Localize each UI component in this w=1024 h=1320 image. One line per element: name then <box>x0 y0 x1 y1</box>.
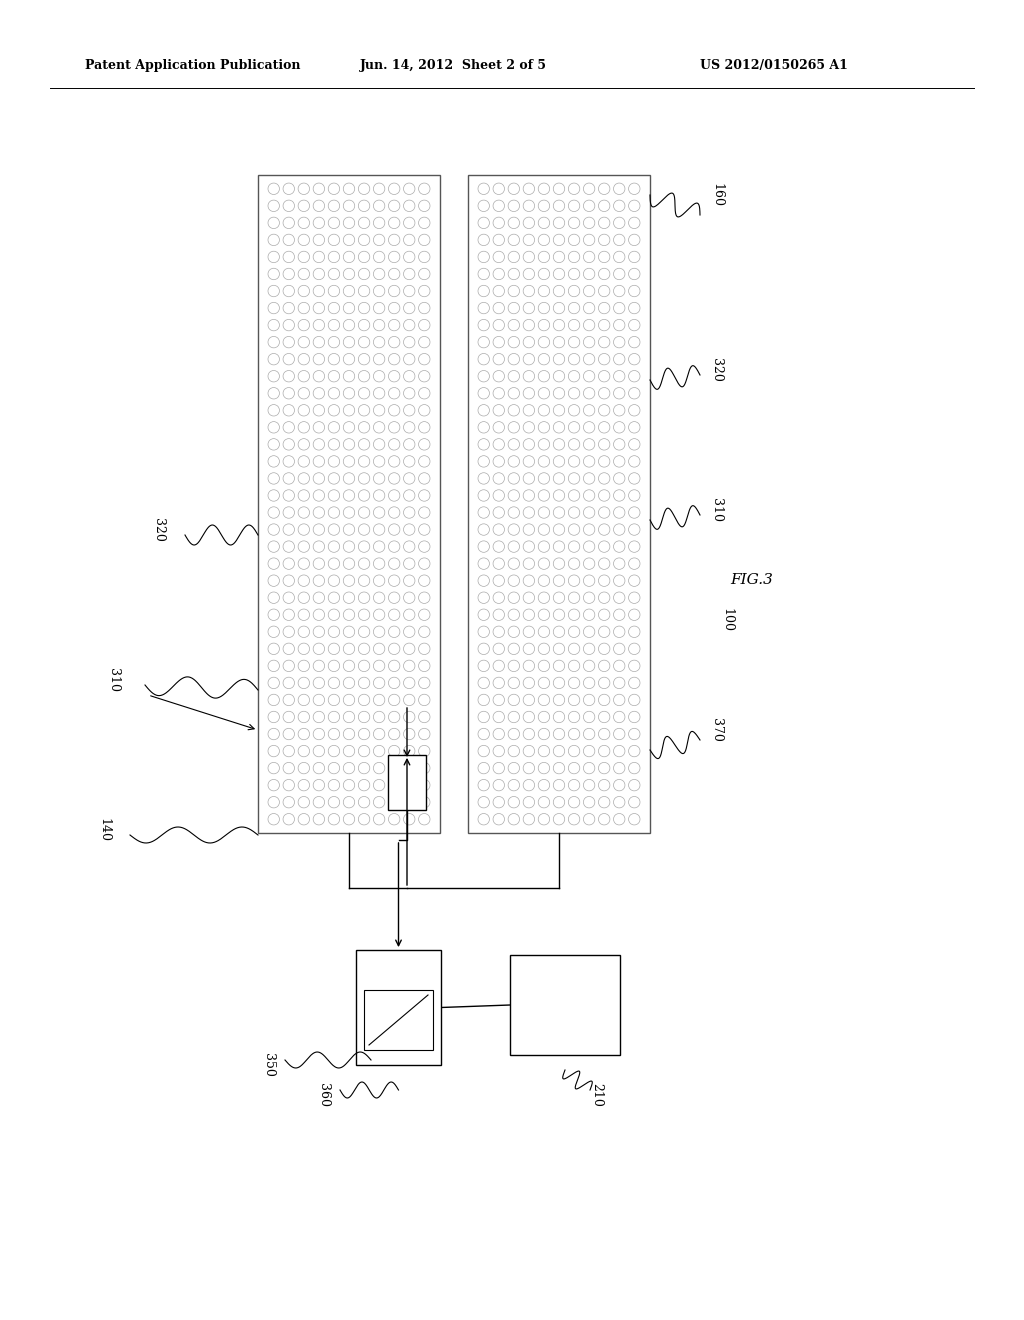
Bar <box>364 990 433 1049</box>
Bar <box>258 176 440 833</box>
Text: FIG.3: FIG.3 <box>730 573 773 587</box>
Text: 310: 310 <box>710 498 723 521</box>
Text: 210: 210 <box>590 1084 603 1107</box>
Text: 160: 160 <box>710 183 723 207</box>
Text: US 2012/0150265 A1: US 2012/0150265 A1 <box>700 58 848 71</box>
Text: 140: 140 <box>97 818 110 842</box>
Text: Jun. 14, 2012  Sheet 2 of 5: Jun. 14, 2012 Sheet 2 of 5 <box>360 58 547 71</box>
Text: 320: 320 <box>710 358 723 381</box>
Text: 350: 350 <box>262 1053 275 1077</box>
Text: Patent Application Publication: Patent Application Publication <box>85 58 300 71</box>
Bar <box>510 954 620 1055</box>
Text: 370: 370 <box>710 718 723 742</box>
Text: 100: 100 <box>720 609 733 632</box>
Text: 310: 310 <box>106 668 120 692</box>
Bar <box>356 950 441 1065</box>
Bar <box>388 755 426 810</box>
Text: 360: 360 <box>317 1082 330 1107</box>
Text: 320: 320 <box>152 517 165 543</box>
Bar <box>468 176 650 833</box>
